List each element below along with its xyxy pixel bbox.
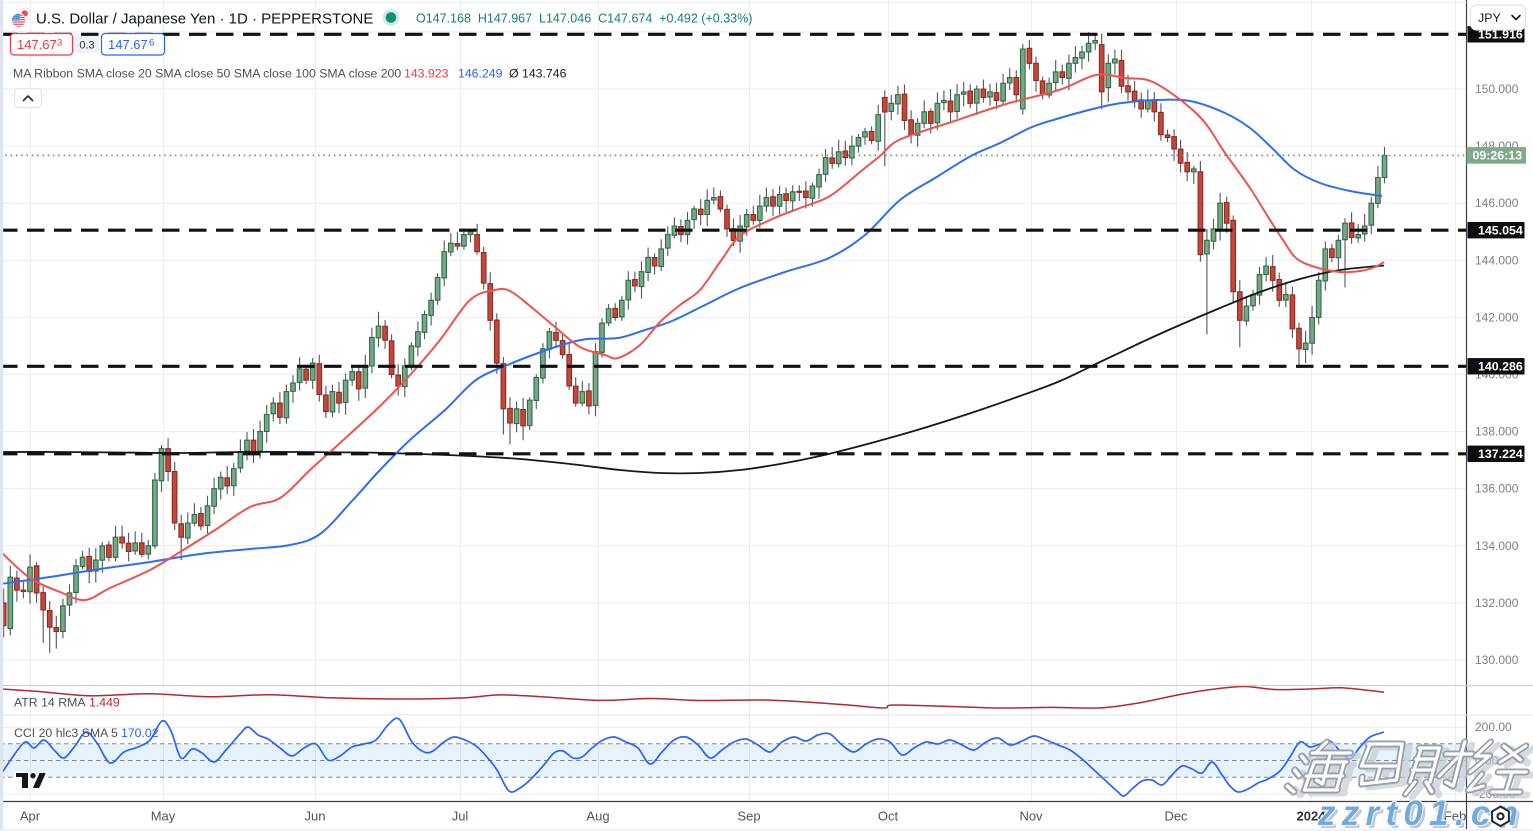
svg-text:151.916: 151.916: [1478, 28, 1523, 42]
svg-text:Oct: Oct: [878, 809, 899, 824]
svg-text:142.000: 142.000: [1475, 310, 1519, 324]
svg-text:140.286: 140.286: [1478, 360, 1523, 374]
svg-text:Sep: Sep: [737, 809, 760, 824]
svg-text:6: 6: [149, 38, 154, 49]
svg-text:0.3: 0.3: [79, 40, 94, 52]
svg-text:May: May: [151, 809, 176, 824]
svg-text:170.02: 170.02: [121, 726, 159, 740]
svg-text:09:26:13: 09:26:13: [1473, 149, 1523, 163]
svg-text:132.000: 132.000: [1475, 596, 1519, 610]
svg-text:Aug: Aug: [586, 809, 609, 824]
svg-text:Dec: Dec: [1164, 809, 1188, 824]
svg-text:Apr: Apr: [20, 809, 41, 824]
svg-text:200.00: 200.00: [1475, 720, 1512, 734]
svg-text:147.67: 147.67: [17, 37, 57, 52]
svg-text:MA Ribbon SMA close 20 SMA clo: MA Ribbon SMA close 20 SMA close 50 SMA …: [13, 67, 401, 81]
svg-text:1.449: 1.449: [89, 696, 120, 710]
svg-text:Nov: Nov: [1019, 809, 1043, 824]
svg-text:147.67: 147.67: [108, 37, 148, 52]
svg-text:146.249: 146.249: [458, 67, 503, 81]
svg-text:Jul: Jul: [452, 809, 469, 824]
svg-text:Feb: Feb: [1444, 809, 1466, 824]
svg-text:144.000: 144.000: [1475, 253, 1519, 267]
svg-text:CCI 20 hlc3 SMA 5: CCI 20 hlc3 SMA 5: [14, 726, 118, 740]
svg-text:138.000: 138.000: [1475, 425, 1519, 439]
svg-text:137.224: 137.224: [1478, 447, 1523, 461]
svg-text:2024: 2024: [1297, 809, 1327, 824]
svg-text:3: 3: [57, 38, 62, 49]
svg-text:Jun: Jun: [305, 809, 326, 824]
svg-text:zzrt01.cn: zzrt01.cn: [1317, 794, 1518, 831]
svg-text:O147.168 H147.967 L147.046: O147.168 H147.967 L147.046 C147.674 +0.4…: [416, 12, 752, 26]
svg-text:130.000: 130.000: [1475, 653, 1519, 667]
svg-text:ATR 14 RMA: ATR 14 RMA: [14, 696, 86, 710]
svg-text:145.054: 145.054: [1478, 224, 1523, 238]
svg-text:146.000: 146.000: [1475, 196, 1519, 210]
svg-text:JPY: JPY: [1478, 11, 1501, 25]
svg-text:zzrt01.cn: zzrt01.cn: [1320, 797, 1521, 831]
svg-text:Ø 143.746: Ø 143.746: [509, 67, 567, 81]
svg-text:150.000: 150.000: [1475, 82, 1519, 96]
svg-text:136.000: 136.000: [1475, 482, 1519, 496]
svg-text:134.000: 134.000: [1475, 539, 1519, 553]
svg-text:143.923: 143.923: [404, 67, 449, 81]
svg-text:U.S. Dollar / Japanese Yen · 1: U.S. Dollar / Japanese Yen · 1D · PEPPER…: [36, 11, 373, 28]
